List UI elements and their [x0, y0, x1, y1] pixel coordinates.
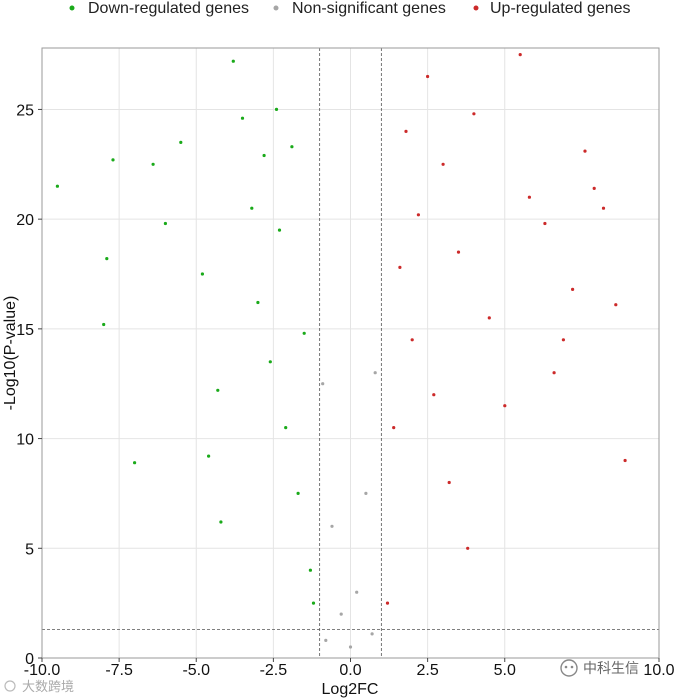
grid — [41, 48, 660, 659]
up-regulated-point — [592, 186, 596, 190]
up-regulated-point — [385, 601, 390, 605]
down-regulated-point — [296, 491, 300, 495]
legend-label-down: Down-regulated genes — [88, 0, 249, 17]
up-regulated-point — [614, 303, 618, 307]
threshold-lines — [42, 48, 659, 658]
x-tick-label: 5.0 — [494, 662, 516, 679]
watermark-logo-icon — [4, 680, 16, 692]
legend-marker-up — [473, 5, 479, 11]
down-regulated-point — [200, 272, 204, 276]
down-regulated-point — [163, 221, 167, 226]
up-regulated-point — [392, 426, 396, 430]
up-regulated-point — [466, 546, 470, 550]
down-regulated-point — [231, 59, 235, 63]
x-tick-label: -10.0 — [24, 662, 61, 679]
down-regulated-point — [179, 140, 183, 144]
up-regulated-point — [571, 287, 575, 291]
up-regulated-point — [441, 162, 445, 166]
up-regulated-point — [456, 250, 461, 254]
watermark-wechat-eye-icon — [570, 665, 574, 669]
down-regulated-point — [262, 153, 266, 158]
up-regulated-point — [552, 371, 556, 375]
non-significant-point — [370, 632, 374, 636]
watermark-wechat-icon — [560, 659, 578, 677]
up-regulated-point — [447, 480, 451, 485]
up-regulated-point — [472, 112, 476, 116]
legend-label-up: Up-regulated genes — [490, 0, 631, 17]
down-regulated-point — [290, 145, 294, 149]
down-regulated-point — [111, 158, 115, 162]
non-significant-point — [321, 382, 325, 386]
y-tick-label: 20 — [16, 212, 34, 229]
down-regulated-point — [284, 426, 288, 430]
down-regulated-point — [105, 257, 109, 261]
down-regulated-point — [102, 322, 106, 327]
watermark-wechat-eye-icon — [564, 665, 568, 669]
x-tick-label: -7.5 — [105, 662, 133, 679]
up-regulated-point — [503, 404, 507, 408]
down-regulated-point — [133, 461, 137, 465]
up-regulated-point — [416, 213, 420, 217]
up-regulated-point — [518, 53, 522, 57]
non-significant-point — [339, 612, 343, 616]
y-axis-label: -Log10(P-value) — [2, 296, 19, 411]
axis-ticks: -10.0 -7.5 -5.0 -2.5 0.0 2.5 5.0 10.0 0 5 10 15 20 25 — [16, 102, 674, 679]
non-significant-point — [348, 645, 353, 649]
up-regulated-point — [623, 458, 627, 463]
x-tick-label: 2.5 — [417, 662, 439, 679]
non-significant-point — [373, 371, 377, 375]
y-tick-label: 10 — [16, 432, 34, 449]
non-significant-point — [355, 590, 359, 594]
up-regulated-point — [601, 206, 606, 210]
non-significant-point — [330, 524, 334, 528]
down-regulated-point — [277, 228, 282, 232]
y-tick-label: 15 — [16, 322, 34, 339]
down-regulated-point — [302, 331, 306, 335]
down-regulated-point — [250, 206, 254, 210]
watermark-left: 大数跨境 — [4, 680, 74, 695]
x-tick-label: 10.0 — [643, 662, 674, 679]
down-regulated-point — [268, 360, 272, 364]
up-regulated-point — [398, 265, 402, 269]
down-regulated-point — [240, 116, 245, 120]
non-significant-point — [364, 491, 368, 495]
watermark-left-text: 大数跨境 — [22, 680, 74, 695]
up-regulated-point — [426, 74, 430, 79]
up-regulated-point — [432, 393, 436, 397]
watermark-right-text: 中科生信 — [583, 661, 639, 677]
y-tick-label: 0 — [25, 651, 34, 668]
watermark-right: 中科生信 — [560, 659, 639, 677]
down-regulated-point — [55, 184, 60, 188]
up-regulated-point — [561, 338, 566, 342]
legend-marker-down — [69, 5, 75, 11]
y-tick-label: 5 — [25, 541, 34, 558]
up-regulated-point — [410, 338, 414, 342]
x-tick-label: 0.0 — [339, 662, 361, 679]
x-tick-label: -5.0 — [182, 662, 210, 679]
down-regulated-point — [151, 162, 155, 166]
down-regulated-point — [311, 601, 316, 605]
down-regulated-point — [216, 388, 220, 392]
legend-marker-nonsig — [273, 5, 279, 11]
up-regulated-point — [487, 316, 491, 320]
x-axis-label: Log2FC — [322, 681, 379, 698]
up-regulated-point — [404, 129, 408, 133]
up-regulated-point — [583, 149, 587, 153]
legend: Down-regulated genes Non-significant gen… — [69, 0, 631, 17]
down-regulated-point — [256, 300, 260, 305]
up-regulated-point — [543, 221, 547, 226]
y-tick-label: 25 — [16, 102, 34, 119]
down-regulated-point — [219, 520, 223, 524]
x-tick-label: -2.5 — [260, 662, 288, 679]
non-significant-point — [324, 638, 328, 643]
down-regulated-point — [308, 568, 312, 572]
down-regulated-point — [274, 107, 279, 111]
up-regulated-point — [527, 195, 532, 199]
down-regulated-point — [207, 454, 211, 458]
legend-label-nonsig: Non-significant genes — [292, 0, 446, 17]
points-layer — [55, 53, 627, 649]
